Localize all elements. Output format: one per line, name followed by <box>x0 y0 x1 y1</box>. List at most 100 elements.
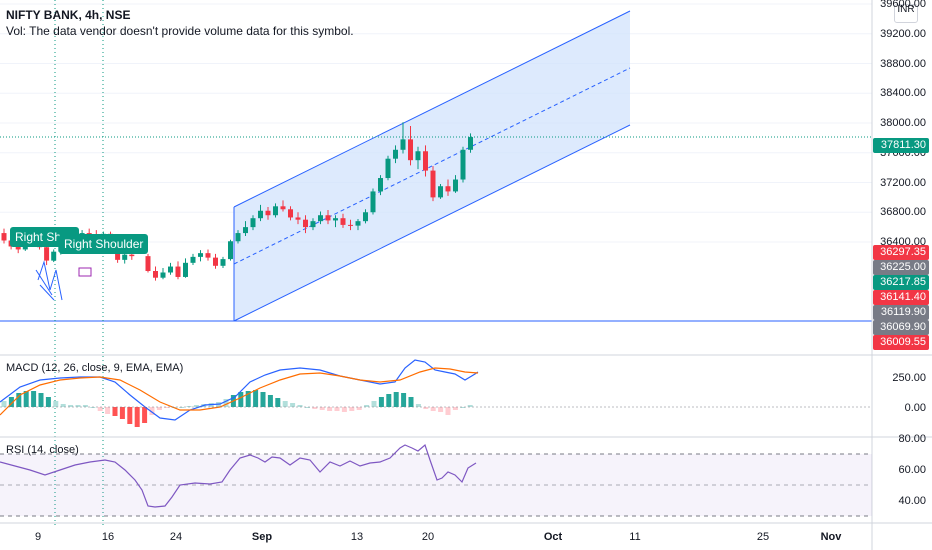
macd-histogram-bar <box>164 407 170 408</box>
price-tag: 36297.35 <box>873 245 929 260</box>
candle-body <box>295 217 301 220</box>
candle-body <box>44 247 50 261</box>
macd-histogram-bar <box>119 407 125 419</box>
signal-line <box>0 367 479 416</box>
candle-body <box>273 206 278 216</box>
annotation-right-shoulder-2[interactable]: Right Shoulder <box>59 234 149 254</box>
candle-body <box>385 158 391 179</box>
price-axis-label: 36800.00 <box>880 206 926 219</box>
macd-histogram-bar <box>393 392 399 407</box>
pattern-drawing[interactable] <box>35 260 63 301</box>
rsi-line <box>0 443 477 508</box>
macd-legend[interactable]: MACD (12, 26, close, 9, EMA, EMA) <box>6 362 184 374</box>
symbol-label[interactable]: NIFTY BANK, 4h, NSE <box>6 8 131 22</box>
candle-body <box>400 139 406 150</box>
macd-histogram-bar <box>134 407 140 427</box>
macd-histogram-bar <box>68 405 74 407</box>
macd-histogram-bar <box>112 407 118 416</box>
currency-badge[interactable]: INR <box>894 4 918 23</box>
rsi-axis-label: 80.00 <box>898 433 926 445</box>
candle-body <box>205 253 211 258</box>
macd-histogram-bar <box>186 406 192 407</box>
candle-body <box>355 221 361 226</box>
candle-body <box>258 210 263 219</box>
macd-histogram-bar <box>415 404 421 407</box>
candle-body <box>423 151 428 171</box>
macd-histogram-bar <box>8 397 14 407</box>
macd-histogram-bar <box>38 393 44 407</box>
symbol-title[interactable]: NIFTY BANK, 4h, NSE <box>6 8 130 22</box>
macd-histogram-bar <box>327 407 333 411</box>
macd-line <box>0 359 479 421</box>
macd-histogram-bar <box>438 407 444 412</box>
macd-histogram-bar <box>253 390 259 407</box>
candle-body <box>378 178 383 192</box>
macd-histogram-bar <box>312 407 318 409</box>
macd-histogram-bar <box>341 407 347 412</box>
channel-upper-line[interactable] <box>233 10 631 208</box>
macd-histogram-bar <box>193 405 199 407</box>
macd-histogram-bar <box>82 405 88 407</box>
candle-body <box>51 251 57 261</box>
price-tag: 36225.00 <box>873 260 929 275</box>
candle-body <box>430 170 436 198</box>
currency-label: INR <box>897 4 915 15</box>
candle-body <box>348 224 353 226</box>
macd-histogram-bar <box>53 401 59 407</box>
macd-histogram-bar <box>156 407 162 410</box>
macd-histogram-bar <box>386 394 392 407</box>
price-axis-label: 37200.00 <box>880 176 926 189</box>
candle-body <box>1 233 7 241</box>
price-axis-label: 38800.00 <box>880 57 926 70</box>
price-axis-label: 38000.00 <box>880 117 926 129</box>
macd-histogram-bar <box>142 407 148 423</box>
macd-histogram-bar <box>223 399 229 407</box>
candle-body <box>288 209 293 218</box>
macd-histogram-bar <box>401 393 407 407</box>
macd-layer <box>0 359 872 427</box>
macd-histogram-bar <box>260 392 266 407</box>
candle-body <box>303 219 308 228</box>
macd-histogram-bar <box>179 407 185 408</box>
pattern-marker[interactable] <box>78 267 92 277</box>
macd-histogram-bar <box>282 401 288 407</box>
time-axis-label: 25 <box>756 531 770 543</box>
candle-body <box>213 257 218 266</box>
macd-histogram-bar <box>467 405 473 407</box>
macd-histogram-bar <box>127 407 133 424</box>
candle-body <box>129 254 135 257</box>
macd-histogram-bar <box>149 407 155 415</box>
channel-lower-line[interactable] <box>233 124 631 322</box>
macd-histogram-bar <box>334 407 340 411</box>
macd-histogram-bar <box>364 405 370 407</box>
time-axis-label: Nov <box>820 531 842 543</box>
time-axis-label: 24 <box>169 531 183 543</box>
macd-histogram-bar <box>16 393 22 407</box>
rsi-legend[interactable]: RSI (14, close) <box>6 444 79 456</box>
macd-histogram-bar <box>460 407 466 408</box>
candle-body <box>333 218 338 221</box>
price-axis-label: 38400.00 <box>880 87 926 100</box>
macd-histogram-bar <box>267 395 273 407</box>
macd-histogram-bar <box>1 401 7 407</box>
candle-body <box>122 254 128 260</box>
candle-body <box>235 233 241 242</box>
macd-axis-label: 0.00 <box>904 402 926 414</box>
candle-body <box>160 272 166 278</box>
macd-histogram-bar <box>445 407 451 415</box>
price-tag: 37811.30 <box>873 138 929 153</box>
candle-body <box>168 266 173 273</box>
price-tag: 36069.90 <box>873 320 929 335</box>
candle-body <box>250 218 256 228</box>
candle-body <box>198 253 203 257</box>
time-axis-label: Oct <box>543 531 563 543</box>
candle-body <box>310 221 316 228</box>
candle-body <box>445 186 451 192</box>
channel-mid-line[interactable] <box>233 67 631 265</box>
price-tag: 36119.90 <box>873 305 929 320</box>
macd-histogram-bar <box>31 391 37 407</box>
rsi-axis-label: 60.00 <box>898 464 926 476</box>
candle-body <box>468 137 473 150</box>
rsi-axis-label: 40.00 <box>898 495 926 507</box>
